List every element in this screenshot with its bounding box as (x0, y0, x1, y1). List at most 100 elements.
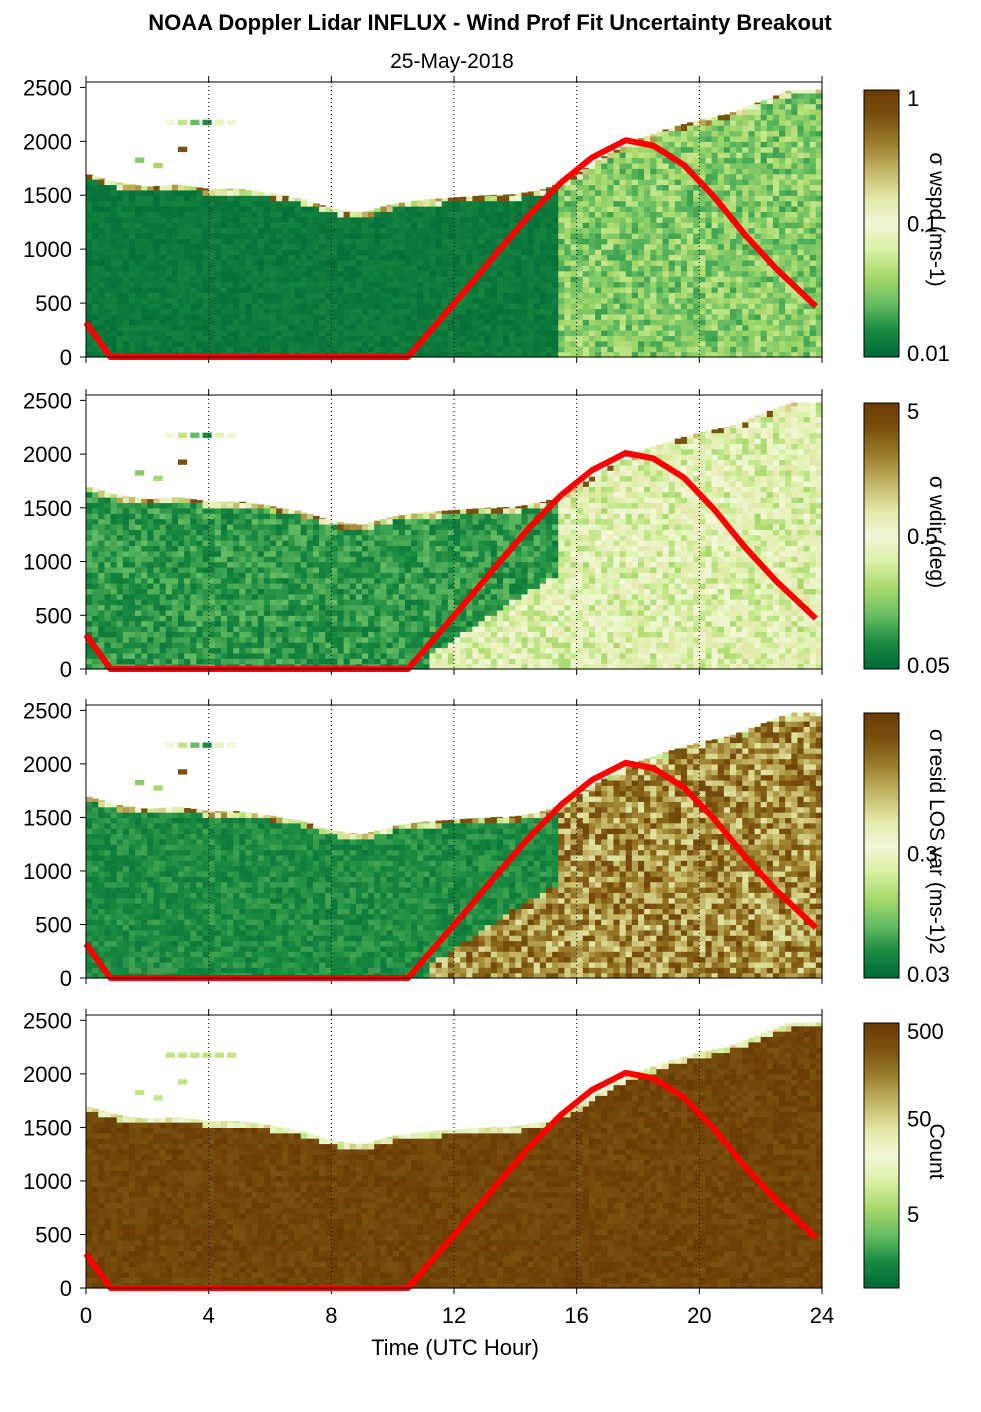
heatmap-cell (711, 173, 719, 180)
heatmap-cell (730, 324, 737, 331)
heatmap-cell (404, 227, 412, 234)
heatmap-cell (687, 195, 694, 202)
heatmap-cell (86, 534, 93, 541)
heatmap-cell (607, 319, 615, 326)
heatmap-cell (171, 588, 179, 595)
heatmap-cell (184, 529, 191, 536)
heatmap-cell (276, 249, 283, 256)
heatmap-cell (662, 130, 670, 137)
heatmap-cell (184, 346, 191, 353)
heatmap-cell (214, 330, 222, 337)
heatmap-cell (128, 222, 136, 229)
heatmap-cell (496, 319, 504, 326)
heatmap-cell (650, 270, 657, 277)
heatmap-cell (184, 620, 191, 627)
heatmap-cell (570, 179, 578, 186)
heatmap-cell (171, 227, 179, 234)
heatmap-cell (558, 319, 565, 326)
heatmap-cell (711, 249, 719, 256)
heatmap-cell (147, 572, 155, 579)
heatmap-cell (650, 303, 657, 310)
heatmap-cell (270, 232, 277, 239)
heatmap-cell (257, 319, 265, 326)
heatmap-cell (122, 319, 130, 326)
heatmap-cell (214, 216, 222, 223)
heatmap-cell (171, 265, 179, 272)
heatmap-cell (214, 636, 222, 643)
heatmap-cell (116, 265, 124, 272)
heatmap-cell (128, 249, 136, 256)
heatmap-cell (748, 173, 756, 180)
heatmap-cell (631, 189, 639, 196)
heatmap-cell (619, 249, 627, 256)
heatmap-cell (362, 216, 369, 223)
heatmap-cell (509, 211, 516, 218)
heatmap-cell (662, 308, 670, 315)
heatmap-cell (153, 523, 161, 530)
heatmap-cell (680, 303, 688, 310)
heatmap-cell (251, 281, 259, 288)
heatmap-cell (736, 286, 743, 293)
heatmap-cell (687, 162, 694, 169)
heatmap-cell (184, 254, 191, 261)
heatmap-cell (153, 195, 161, 202)
heatmap-cell (128, 593, 136, 600)
heatmap-cell (631, 335, 639, 342)
heatmap-cell (772, 270, 780, 277)
heatmap-cell (190, 631, 197, 638)
heatmap-cell (196, 340, 204, 347)
heatmap-cell (386, 222, 394, 229)
heatmap-cell (196, 599, 204, 606)
heatmap-cell (128, 561, 136, 568)
heatmap-cell (331, 222, 339, 229)
heatmap-cell (86, 281, 93, 288)
heatmap-cell (815, 89, 823, 94)
heatmap-cell (680, 124, 688, 126)
heatmap-cell (294, 238, 302, 245)
heatmap-cell (693, 168, 700, 175)
heatmap-cell (300, 324, 308, 331)
heatmap-cell (325, 270, 332, 277)
heatmap-cell (533, 211, 541, 218)
heatmap-cell (178, 647, 185, 654)
heatmap-cell (650, 330, 657, 337)
heatmap-cell (147, 297, 155, 304)
heatmap-cell (736, 179, 743, 186)
heatmap-cell (521, 340, 529, 347)
heatmap-cell (717, 351, 725, 358)
heatmap-cell (380, 238, 388, 245)
heatmap-cell (263, 222, 271, 229)
heatmap-cell (693, 162, 700, 169)
heatmap-cell (171, 313, 179, 320)
heatmap-cell (98, 313, 105, 320)
heatmap-cell (208, 308, 216, 315)
heatmap-cell (380, 270, 388, 277)
heatmap-cell (619, 222, 627, 229)
heatmap-cell (662, 135, 670, 142)
heatmap-cell (380, 249, 388, 256)
heatmap-cell (110, 497, 118, 504)
heatmap-cell (558, 351, 565, 358)
heatmap-cell (319, 346, 326, 353)
heatmap-cell (595, 340, 602, 347)
heatmap-cell (815, 286, 823, 293)
heatmap-cell (337, 265, 345, 272)
heatmap-cell (539, 249, 547, 256)
heatmap-cell (723, 292, 731, 299)
heatmap-cell (662, 179, 670, 186)
heatmap-cell (159, 335, 167, 342)
heatmap-cell (368, 216, 375, 223)
heatmap-cell (153, 529, 161, 536)
heatmap-cell (135, 523, 142, 530)
heatmap-cell (521, 254, 529, 261)
heatmap-cell (86, 330, 93, 337)
heatmap-cell (711, 119, 719, 126)
heatmap-cell (147, 599, 155, 606)
heatmap-cell (693, 292, 700, 299)
heatmap-cell (184, 303, 191, 310)
heatmap-cell (705, 168, 713, 175)
heatmap-cell (214, 195, 222, 202)
heatmap-cell (815, 227, 823, 234)
